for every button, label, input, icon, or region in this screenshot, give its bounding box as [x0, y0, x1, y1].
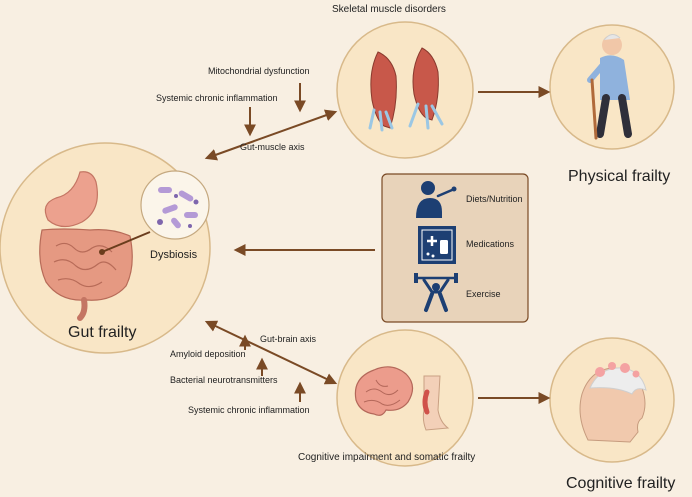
- amyloid-deposition-label: Amyloid deposition: [170, 349, 246, 359]
- dysbiosis-label: Dysbiosis: [150, 249, 198, 261]
- dysbiosis-pointer-dot: [99, 249, 105, 255]
- elderly-person-icon: [587, 34, 632, 140]
- diets-icon: [416, 181, 457, 218]
- arrow-gut-muscle-axis: [204, 109, 338, 161]
- intestine-icon: [39, 228, 133, 321]
- gut-brain-axis-label: Gut-brain axis: [260, 334, 317, 344]
- gut-frailty-label: Gut frailty: [68, 324, 137, 341]
- elderly-head-icon: [579, 362, 647, 443]
- arrow-gut-brain-axis: [204, 320, 338, 385]
- exercise-label: Exercise: [466, 289, 501, 299]
- muscle-icon-right: [408, 47, 444, 130]
- medications-label: Medications: [466, 239, 515, 249]
- systemic-inflammation-top-label: Systemic chronic inflammation: [156, 93, 278, 103]
- cognitive-impairment-label: Cognitive impairment and somatic frailty: [298, 452, 476, 463]
- diets-nutrition-label: Diets/Nutrition: [466, 194, 523, 204]
- bacterial-neurotransmitters-label: Bacterial neurotransmitters: [170, 375, 278, 385]
- muscle-icon-left: [368, 51, 397, 132]
- cognitive-frailty-label: Cognitive frailty: [566, 475, 676, 492]
- systemic-inflammation-bottom-label: Systemic chronic inflammation: [188, 405, 310, 415]
- physical-frailty-label: Physical frailty: [568, 168, 671, 185]
- dysbiosis-pointer: [101, 231, 151, 253]
- leg-icon: [422, 375, 450, 431]
- mitochondrial-dysfunction-label: Mitochondrial dysfunction: [208, 66, 310, 76]
- brain-icon: [354, 366, 414, 416]
- exercise-icon: [414, 273, 458, 312]
- skeletal-muscle-disorders-label: Skeletal muscle disorders: [332, 4, 446, 15]
- gut-muscle-axis-label: Gut-muscle axis: [240, 142, 305, 152]
- stomach-icon: [44, 171, 98, 228]
- medications-icon: [418, 226, 456, 264]
- muscle-circle: [336, 21, 474, 159]
- bacteria-icon: [140, 170, 210, 240]
